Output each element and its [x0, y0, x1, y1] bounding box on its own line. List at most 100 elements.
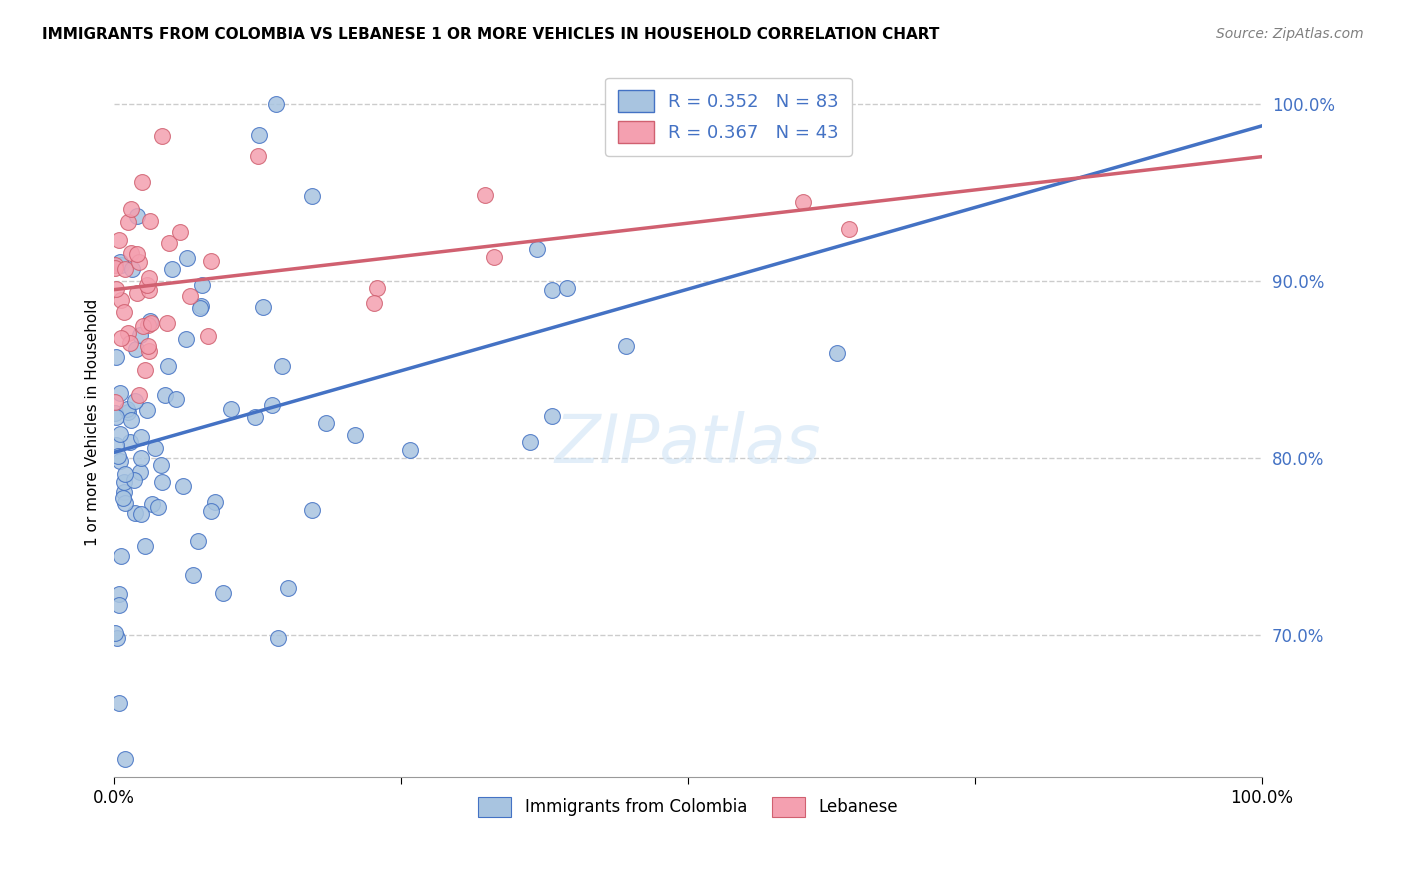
- Point: [118, 336, 141, 351]
- Point: [114, 261, 136, 276]
- Point: [555, 281, 578, 295]
- Point: [120, 413, 142, 427]
- Point: [104, 395, 127, 409]
- Point: [117, 326, 139, 340]
- Point: [734, 126, 756, 140]
- Point: [110, 258, 132, 272]
- Point: [108, 453, 131, 467]
- Point: [526, 242, 548, 256]
- Point: [104, 350, 127, 364]
- Point: [139, 213, 162, 227]
- Point: [204, 495, 226, 509]
- Point: [105, 282, 128, 296]
- Point: [117, 405, 139, 419]
- Point: [108, 598, 131, 612]
- Point: [398, 442, 420, 457]
- Point: [366, 281, 388, 295]
- Point: [200, 504, 222, 518]
- Point: [131, 318, 153, 333]
- Point: [124, 393, 146, 408]
- Point: [200, 254, 222, 268]
- Point: [191, 278, 214, 293]
- Point: [264, 97, 287, 112]
- Point: [136, 278, 159, 293]
- Point: [114, 496, 136, 510]
- Point: [247, 128, 270, 142]
- Point: [138, 314, 160, 328]
- Point: [267, 631, 290, 645]
- Point: [136, 318, 159, 332]
- Point: [212, 586, 235, 600]
- Point: [541, 283, 564, 297]
- Point: [107, 696, 129, 710]
- Point: [188, 301, 211, 315]
- Point: [519, 434, 541, 449]
- Point: [482, 250, 505, 264]
- Point: [108, 233, 131, 247]
- Point: [120, 434, 142, 449]
- Point: [277, 582, 299, 596]
- Point: [105, 438, 128, 452]
- Point: [120, 246, 142, 260]
- Point: [112, 484, 135, 499]
- Point: [108, 586, 131, 600]
- Point: [197, 329, 219, 343]
- Point: [172, 479, 194, 493]
- Point: [138, 270, 160, 285]
- Point: [183, 567, 205, 582]
- Point: [129, 328, 152, 343]
- Point: [271, 359, 294, 374]
- Point: [260, 398, 283, 412]
- Point: [128, 388, 150, 402]
- Point: [246, 149, 269, 163]
- Point: [108, 255, 131, 269]
- Point: [124, 506, 146, 520]
- Point: [136, 339, 159, 353]
- Point: [120, 202, 142, 217]
- Point: [107, 449, 129, 463]
- Point: [156, 317, 179, 331]
- Point: [150, 129, 173, 144]
- Point: [363, 296, 385, 310]
- Point: [187, 534, 209, 549]
- Point: [129, 465, 152, 479]
- Point: [827, 346, 849, 360]
- Point: [110, 331, 132, 345]
- Point: [131, 430, 153, 444]
- Point: [148, 500, 170, 514]
- Point: [176, 251, 198, 265]
- Point: [111, 491, 134, 505]
- Point: [157, 359, 180, 374]
- Point: [252, 300, 274, 314]
- Point: [104, 406, 127, 420]
- Point: [169, 225, 191, 239]
- Point: [315, 416, 337, 430]
- Point: [155, 388, 177, 402]
- Point: [474, 188, 496, 202]
- Point: [104, 626, 127, 640]
- Text: IMMIGRANTS FROM COLOMBIA VS LEBANESE 1 OR MORE VEHICLES IN HOUSEHOLD CORRELATION: IMMIGRANTS FROM COLOMBIA VS LEBANESE 1 O…: [42, 27, 939, 42]
- Point: [541, 409, 564, 424]
- Point: [121, 261, 143, 276]
- Point: [301, 503, 323, 517]
- Legend: Immigrants from Colombia, Lebanese: Immigrants from Colombia, Lebanese: [470, 789, 907, 825]
- Point: [301, 188, 323, 202]
- Point: [134, 540, 156, 554]
- Point: [157, 236, 180, 251]
- Point: [219, 402, 242, 417]
- Point: [190, 300, 212, 314]
- Point: [343, 428, 366, 442]
- Point: [179, 289, 201, 303]
- Point: [105, 632, 128, 646]
- Point: [127, 247, 149, 261]
- Point: [104, 258, 127, 272]
- Point: [131, 175, 153, 189]
- Point: [104, 409, 127, 424]
- Point: [792, 194, 814, 209]
- Point: [128, 254, 150, 268]
- Point: [112, 475, 135, 489]
- Point: [838, 222, 860, 236]
- Point: [129, 507, 152, 521]
- Point: [150, 475, 173, 489]
- Point: [614, 339, 637, 353]
